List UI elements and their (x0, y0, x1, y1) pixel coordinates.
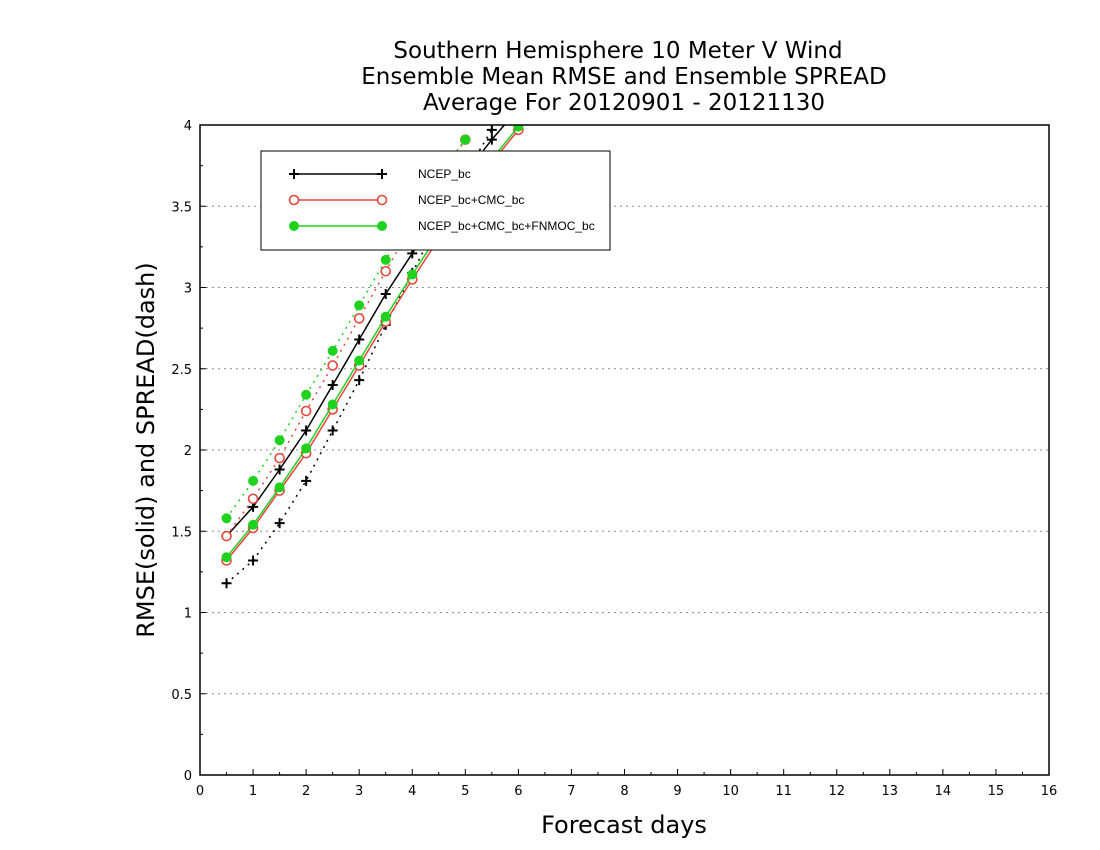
y-tick-label: 0.5 (171, 688, 192, 703)
legend-marker (288, 194, 300, 206)
grid (200, 205, 1049, 695)
series-0-spread-point (221, 578, 232, 589)
series-1-spread-line (225, 139, 466, 537)
legend-marker (377, 221, 387, 231)
x-axis-label: Forecast days (541, 811, 707, 839)
legend-marker (376, 194, 388, 206)
x-tick-label: 2 (302, 784, 310, 799)
series-0-spread-point (301, 475, 312, 486)
series-2-rmse-point (221, 552, 232, 563)
x-tick-label: 9 (673, 784, 681, 799)
x-tick-label: 15 (988, 784, 1005, 799)
legend-marker (377, 169, 387, 179)
y-tick-label: 2 (184, 444, 192, 459)
y-tick-label: 1 (184, 607, 192, 622)
series-2-rmse-point (513, 125, 524, 132)
series-2-rmse-point (327, 399, 338, 410)
x-tick-label: 0 (196, 784, 204, 799)
series-0-rmse-point (354, 334, 365, 345)
series-0-spread-point (354, 375, 365, 386)
series-2-spread-point (460, 134, 471, 145)
title-line-2: Ensemble Mean RMSE and Ensemble SPREAD (361, 64, 886, 90)
series-2-spread-point (221, 513, 232, 524)
y-axis-label: RMSE(solid) and SPREAD(dash) (132, 262, 160, 638)
title-line-3: Average For 20120901 - 20121130 (423, 90, 825, 116)
series-2-spread-point (380, 254, 391, 265)
x-tick-label: 3 (355, 784, 363, 799)
series-2-spread-point (274, 435, 285, 446)
series-2-rmse-point (248, 519, 259, 530)
y-tick-label: 3.5 (171, 200, 192, 215)
series-2-rmse-point (380, 311, 391, 322)
legend-marker (289, 169, 299, 179)
series-2-rmse-point (301, 443, 312, 454)
legend-label: NCEP_bc (418, 167, 471, 181)
legend-label: NCEP_bc+CMC_bc+FNMOC_bc (418, 219, 595, 233)
x-tick-label: 12 (828, 784, 845, 799)
series-2-spread-point (248, 475, 259, 486)
x-tick-label: 6 (514, 784, 522, 799)
x-tick-label: 4 (408, 784, 416, 799)
series-0-rmse-point (301, 425, 312, 436)
x-tick-label: 11 (775, 784, 792, 799)
y-tick-label: 4 (184, 119, 192, 134)
series-1-spread-point (353, 313, 365, 324)
legend-label: NCEP_bc+CMC_bc (418, 193, 524, 207)
y-tick-label: 0 (184, 769, 192, 784)
series-0-rmse-point (274, 464, 285, 475)
x-tick-label: 14 (935, 784, 952, 799)
legend-marker (289, 221, 299, 231)
x-tick-label: 10 (722, 784, 739, 799)
x-tick-label: 1 (249, 784, 257, 799)
series-2-rmse-point (407, 269, 418, 280)
series-1-spread-point (274, 452, 285, 464)
title-line-1: Southern Hemisphere 10 Meter V Wind (393, 38, 842, 64)
series-0-spread-point (248, 555, 259, 566)
series-0-rmse-point (380, 289, 391, 299)
x-tick-label: 5 (461, 784, 469, 799)
y-tick-label: 2.5 (171, 363, 192, 378)
chart-title: Southern Hemisphere 10 Meter V Wind Ense… (361, 38, 886, 116)
legend: NCEP_bc NCEP_bc+CMC_bc NCEP_bc+CMC_bc+FNMO… (260, 150, 611, 251)
series-0-spread-point (486, 125, 497, 135)
series-1-spread-point (380, 265, 392, 277)
series-2-spread-point (354, 300, 365, 311)
series-2-spread-point (327, 345, 338, 356)
x-tick-label: 8 (620, 784, 628, 799)
x-tick-label: 7 (567, 784, 575, 799)
series-1-spread-point (247, 493, 259, 505)
series-0-rmse-point (327, 380, 338, 390)
series-1-spread-point (221, 530, 232, 542)
series-0-spread-point (327, 425, 338, 436)
axes: 0 1 2 3 4 5 6 7 8 9 10 11 12 13 14 15 1600.511.522.533.5… (171, 119, 1057, 799)
series-1-spread-point (327, 360, 338, 371)
series-0-spread-point (274, 518, 285, 529)
x-tick-label: 16 (1041, 784, 1058, 799)
series-2-rmse-point (274, 482, 285, 493)
series-2-spread-point (301, 389, 312, 400)
series-0-rmse-point (486, 134, 497, 145)
y-tick-label: 3 (184, 282, 192, 297)
series-1-spread-point (300, 405, 312, 417)
x-tick-label: 13 (882, 784, 899, 799)
series-2-rmse-point (354, 355, 365, 366)
y-tick-label: 1.5 (171, 525, 192, 540)
